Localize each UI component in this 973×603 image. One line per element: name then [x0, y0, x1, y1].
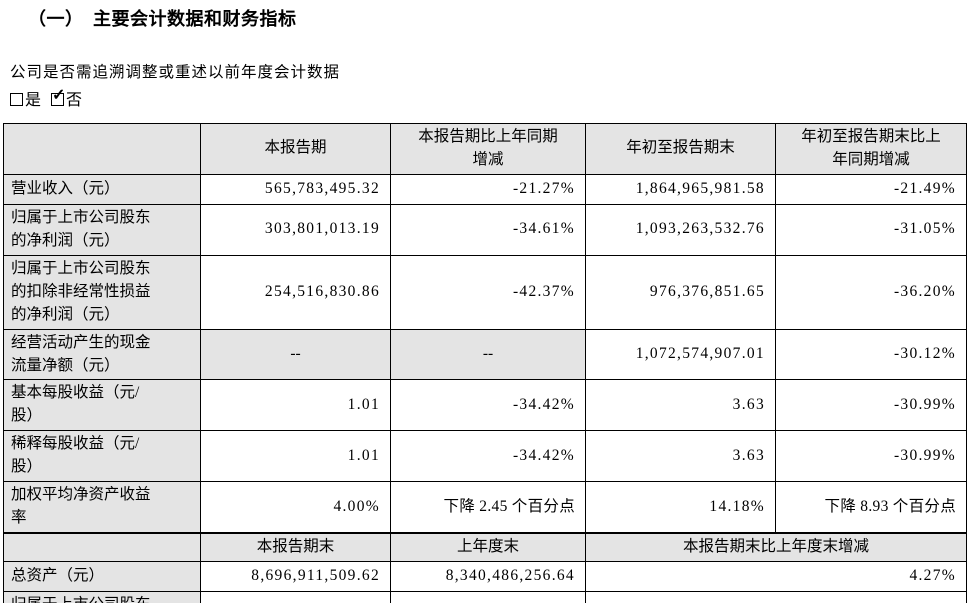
- corner-header-cell: [3, 532, 201, 563]
- cell-value: -42.37%: [390, 254, 586, 330]
- cell-value: 8,340,486,256.64: [390, 561, 586, 592]
- restate-answer: 是 ✓ 否: [10, 86, 92, 110]
- column-header-ytd-change: 年初至报告期末比上年同期增减: [775, 123, 967, 175]
- cell-value: --: [390, 328, 586, 381]
- cell-value: -30.99%: [775, 379, 967, 432]
- row-label: 基本每股收益（元/股）: [3, 379, 201, 432]
- column-header-yearend-change: 本报告期末比上年度末增减: [585, 532, 967, 563]
- table-row-basic-eps: 基本每股收益（元/股） 1.01 -34.42% 3.63 -30.99%: [3, 379, 967, 432]
- cell-value: 1,072,574,907.01: [585, 328, 776, 381]
- cell-value: -21.49%: [775, 173, 967, 205]
- cell-value: -30.12%: [775, 328, 967, 381]
- checkbox-option-no: ✓ 否: [51, 86, 82, 110]
- row-label: 归属于上市公司股东的净利润（元）: [3, 203, 201, 256]
- table-row-total-assets: 总资产（元） 8,696,911,509.62 8,340,486,256.64…: [3, 561, 967, 592]
- table-row-owners-equity: 归属于上市公司股东的所有者权益（元） 7,390,681,229.95 7,79…: [3, 590, 967, 603]
- table-row-deducted-net-profit: 归属于上市公司股东的扣除非经常性损益的净利润（元） 254,516,830.86…: [3, 254, 967, 330]
- cell-value: 7,390,681,229.95: [200, 590, 391, 603]
- column-header-period-end: 本报告期末: [200, 532, 391, 563]
- checkbox-yes-label: 是: [25, 92, 42, 109]
- cell-value: -30.99%: [775, 430, 967, 483]
- table-row-weighted-roe: 加权平均净资产收益率 4.00% 下降 2.45 个百分点 14.18% 下降 …: [3, 481, 967, 534]
- cell-value: -21.27%: [390, 173, 586, 205]
- table-row-net-profit: 归属于上市公司股东的净利润（元） 303,801,013.19 -34.61% …: [3, 203, 967, 256]
- row-label: 营业收入（元）: [3, 173, 201, 205]
- cell-value: 1.01: [200, 430, 391, 483]
- quarter-header-row: 本报告期 本报告期比上年同期增减 年初至报告期末 年初至报告期末比上年同期增减: [3, 123, 967, 175]
- unchecked-checkbox-icon: [10, 93, 23, 106]
- corner-header-cell: [3, 123, 201, 175]
- cell-value: 303,801,013.19: [200, 203, 391, 256]
- cell-value: 3.63: [585, 430, 776, 483]
- row-label: 经营活动产生的现金流量净额（元）: [3, 328, 201, 381]
- row-label: 总资产（元）: [3, 561, 201, 592]
- cell-value: 下降 2.45 个百分点: [390, 481, 586, 534]
- cell-value: 4.27%: [585, 561, 967, 592]
- cell-value: -31.05%: [775, 203, 967, 256]
- cell-value: 8,696,911,509.62: [200, 561, 391, 592]
- cell-value: 1,093,263,532.76: [585, 203, 776, 256]
- cell-value: 1,864,965,981.58: [585, 173, 776, 205]
- cell-value: 1.01: [200, 379, 391, 432]
- section-title: （一） 主要会计数据和财务指标: [28, 9, 297, 29]
- column-header-prior-yearend: 上年度末: [390, 532, 586, 563]
- checkbox-option-yes: 是: [10, 86, 41, 110]
- financial-indicators-table: 本报告期 本报告期比上年同期增减 年初至报告期末 年初至报告期末比上年同期增减 …: [3, 123, 967, 603]
- check-icon: ✓: [52, 87, 66, 104]
- row-label: 归属于上市公司股东的扣除非经常性损益的净利润（元）: [3, 254, 201, 330]
- table-row-operating-cash-flow: 经营活动产生的现金流量净额（元） -- -- 1,072,574,907.01 …: [3, 328, 967, 381]
- cell-value: 14.18%: [585, 481, 776, 534]
- column-header-ytd: 年初至报告期末: [585, 123, 776, 175]
- cell-value: --: [200, 328, 391, 381]
- cell-value: 3.63: [585, 379, 776, 432]
- table-row-revenue: 营业收入（元） 565,783,495.32 -21.27% 1,864,965…: [3, 173, 967, 205]
- row-label: 加权平均净资产收益率: [3, 481, 201, 534]
- cell-value: 565,783,495.32: [200, 173, 391, 205]
- cell-value: 下降 8.93 个百分点: [775, 481, 967, 534]
- cell-value: 976,376,851.65: [585, 254, 776, 330]
- column-header-qoq-change: 本报告期比上年同期增减: [390, 123, 586, 175]
- cell-value: -5.21%: [585, 590, 967, 603]
- yearend-header-row: 本报告期末 上年度末 本报告期末比上年度末增减: [3, 532, 967, 563]
- cell-value: -34.42%: [390, 379, 586, 432]
- cell-value: -36.20%: [775, 254, 967, 330]
- checked-checkbox-icon: ✓: [51, 88, 65, 106]
- restate-question: 公司是否需追溯调整或重述以前年度会计数据: [10, 64, 341, 81]
- table-row-diluted-eps: 稀释每股收益（元/股） 1.01 -34.42% 3.63 -30.99%: [3, 430, 967, 483]
- cell-value: -34.61%: [390, 203, 586, 256]
- cell-value: 254,516,830.86: [200, 254, 391, 330]
- row-label: 稀释每股收益（元/股）: [3, 430, 201, 483]
- checkbox-no-label: 否: [66, 92, 83, 109]
- cell-value: 4.00%: [200, 481, 391, 534]
- cell-value: 7,797,060,228.15: [390, 590, 586, 603]
- row-label: 归属于上市公司股东的所有者权益（元）: [3, 590, 201, 603]
- column-header-current-period: 本报告期: [200, 123, 391, 175]
- cell-value: -34.42%: [390, 430, 586, 483]
